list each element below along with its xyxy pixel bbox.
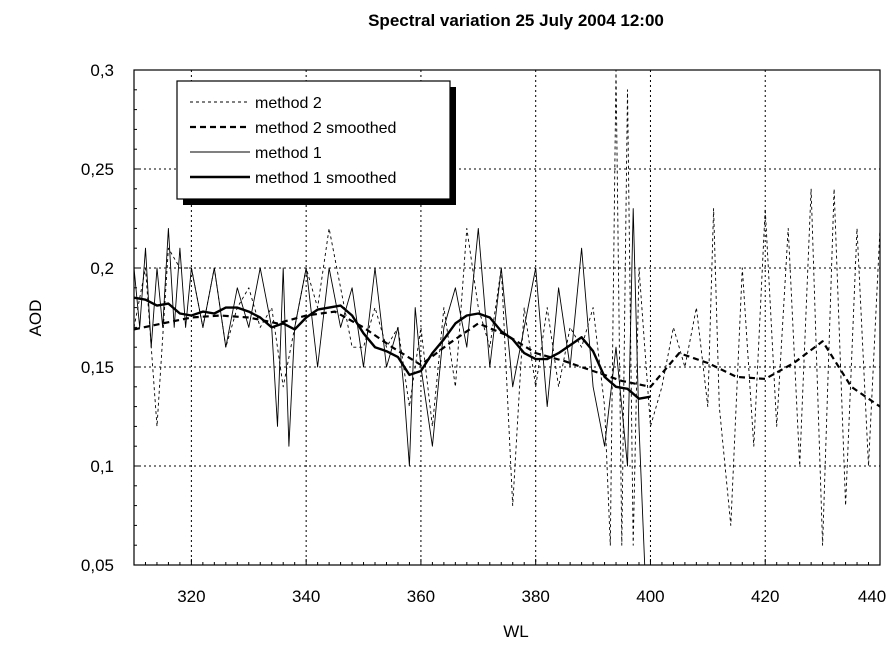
- legend-box: [176, 80, 451, 200]
- y-tick-label: 0,1: [90, 457, 114, 476]
- grid: [134, 70, 880, 565]
- x-tick-label: 360: [407, 587, 435, 606]
- ticks: 320 340 360 380 400 420 440 0,05 0,1 0,15 0,2 0,25 0…: [81, 61, 886, 606]
- x-tick-label: 440: [858, 587, 886, 606]
- legend-label: method 2 smoothed: [255, 120, 396, 137]
- y-axis-label: AOD: [26, 300, 45, 337]
- legend-label: method 1 smoothed: [255, 170, 396, 187]
- y-tick-label: 0,3: [90, 61, 114, 80]
- series-line-4: [134, 296, 651, 400]
- series-layer: [134, 70, 880, 565]
- y-tick-label: 0,2: [90, 259, 114, 278]
- x-axis-label: WL: [503, 622, 529, 641]
- legend-label: method 1: [255, 145, 322, 162]
- y-tick-label: 0,15: [81, 358, 114, 377]
- series-line-1: [134, 70, 880, 546]
- series-line-3: [134, 208, 646, 565]
- x-tick-label: 320: [177, 587, 205, 606]
- plot-frame: [133, 69, 881, 566]
- x-tick-label: 420: [751, 587, 779, 606]
- x-tick-label: 380: [522, 587, 550, 606]
- legend-label: method 2: [255, 95, 322, 112]
- y-tick-label: 0,25: [81, 160, 114, 179]
- x-tick-label: 340: [292, 587, 320, 606]
- y-tick-label: 0,05: [81, 556, 114, 575]
- x-tick-label: 400: [636, 587, 664, 606]
- legend: method 2 method 2 smoothed method 1 method …: [176, 80, 456, 205]
- chart-title: Spectral variation 25 July 2004 12:00: [368, 11, 664, 30]
- series-line-2: [134, 310, 880, 408]
